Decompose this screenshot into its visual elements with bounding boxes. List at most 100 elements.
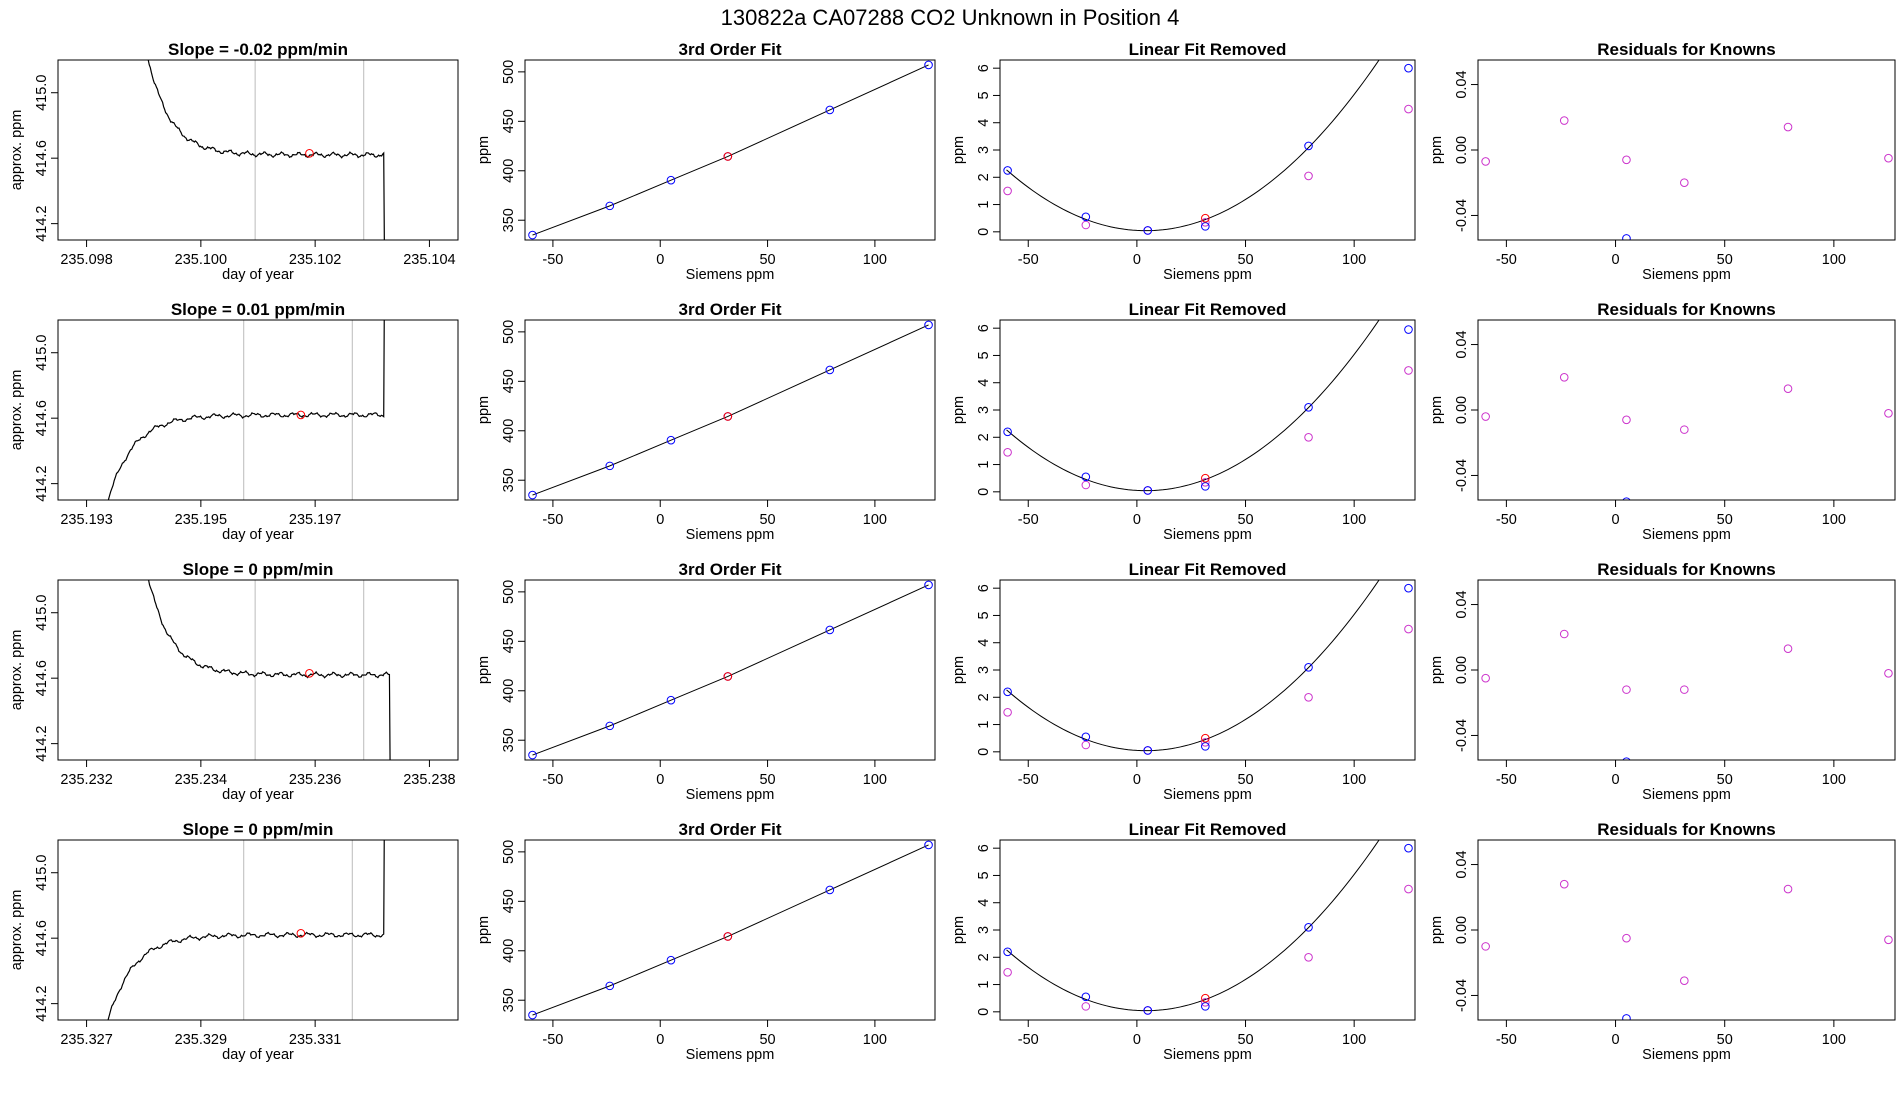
unknown-marker (305, 148, 314, 158)
y-tick-label: 414.2 (34, 985, 50, 1021)
y-tick-label: 450 (501, 629, 517, 653)
residual-point (1884, 668, 1893, 678)
y-tick-label: -0.04 (1454, 199, 1470, 232)
y-tick-label: 4 (976, 379, 992, 387)
x-tick-label: -50 (1018, 252, 1039, 268)
panel-title: Residuals for Knowns (1597, 820, 1776, 839)
known-point (924, 840, 933, 850)
y-tick-label: 500 (501, 580, 517, 604)
x-tick-label: 0 (656, 1032, 664, 1048)
y-axis-label: ppm (951, 136, 967, 164)
known-point (1304, 662, 1313, 672)
x-tick-label: 235.236 (289, 772, 341, 788)
y-axis-label: ppm (1429, 656, 1445, 684)
x-tick-label: 0 (1612, 1032, 1620, 1048)
panel-frame (524, 59, 936, 241)
x-tick-label: 235.238 (403, 772, 455, 788)
residual-point (1783, 384, 1793, 394)
known-point (666, 955, 676, 965)
residual-point (1622, 933, 1631, 943)
y-tick-label: 0.00 (1454, 136, 1470, 164)
unknown-point (1201, 213, 1210, 223)
panel-title: Slope = -0.02 ppm/min (168, 40, 348, 59)
x-tick-label: 100 (1822, 1032, 1846, 1048)
x-axis-label: Siemens ppm (1163, 527, 1252, 543)
linear-removed-point (1304, 692, 1313, 702)
x-axis-label: Siemens ppm (1642, 787, 1731, 803)
residual-point (1622, 685, 1631, 694)
plot-area (528, 60, 933, 240)
x-tick-label: 0 (1612, 512, 1620, 528)
x-tick-label: 50 (759, 252, 775, 268)
known-point (1304, 141, 1313, 151)
known-point (1081, 732, 1091, 742)
y-tick-label: -0.04 (1454, 719, 1470, 752)
y-tick-label: 0 (976, 488, 992, 496)
linear-removed-point (1404, 884, 1413, 894)
x-tick-label: 100 (1822, 512, 1846, 528)
y-axis-label: ppm (1429, 916, 1445, 944)
known-point (1081, 472, 1091, 482)
known-point (1404, 843, 1413, 853)
panel-title: Slope = 0 ppm/min (183, 820, 334, 839)
panel-row4-resid: Residuals for Knowns -50 0 50 100 -0.04 0.00 0.… (1429, 820, 1896, 1063)
x-axis-label: Siemens ppm (1642, 1047, 1731, 1063)
x-axis-label: day of year (222, 527, 294, 543)
x-tick-label: 235.197 (289, 512, 341, 528)
y-axis-label: approx. ppm (9, 110, 25, 191)
panel-frame (57, 59, 459, 241)
x-tick-label: 100 (863, 1032, 887, 1048)
plot-area (107, 320, 385, 500)
y-tick-label: 6 (976, 324, 992, 332)
fit-curve (532, 844, 929, 1016)
x-tick-label: 0 (656, 512, 664, 528)
y-tick-label: 1 (976, 201, 992, 209)
y-tick-label: 350 (501, 988, 517, 1012)
x-axis-label: Siemens ppm (686, 267, 775, 283)
y-tick-label: 3 (976, 666, 992, 674)
plot-area (1003, 840, 1413, 1015)
x-tick-label: 100 (1822, 252, 1846, 268)
x-axis-label: Siemens ppm (686, 1047, 775, 1063)
quadratic-curve (1006, 320, 1380, 492)
x-tick-label: 100 (863, 252, 887, 268)
panel-row4-linear: Linear Fit Removed -50 0 50 100 0 1 2 3 4 5 6 Siemen… (951, 820, 1416, 1063)
y-axis-label: approx. ppm (9, 370, 25, 451)
panel-frame (524, 579, 936, 761)
panel-title: Linear Fit Removed (1129, 300, 1287, 319)
y-tick-label: 0.04 (1454, 850, 1470, 878)
known-point (666, 435, 676, 445)
y-tick-label: 5 (976, 91, 992, 99)
panel-title: 3rd Order Fit (679, 40, 782, 59)
x-tick-label: 0 (1133, 252, 1141, 268)
x-tick-label: 0 (1612, 252, 1620, 268)
known-point (1404, 583, 1413, 593)
x-axis-label: day of year (222, 1047, 294, 1063)
x-tick-label: 50 (759, 1032, 775, 1048)
y-tick-label: 414.2 (34, 465, 50, 501)
y-tick-label: 400 (501, 939, 517, 963)
y-tick-label: 450 (501, 109, 517, 133)
x-tick-label: -50 (542, 512, 563, 528)
y-axis-label: ppm (1429, 396, 1445, 424)
y-tick-label: 2 (976, 173, 992, 181)
panel-frame (1477, 59, 1896, 241)
x-tick-label: 0 (656, 252, 664, 268)
panel-frame (999, 579, 1416, 761)
y-tick-label: 6 (976, 64, 992, 72)
known-point (924, 60, 933, 70)
panel-title: 3rd Order Fit (679, 820, 782, 839)
x-axis-label: Siemens ppm (1163, 787, 1252, 803)
panel-frame (57, 839, 459, 1021)
y-tick-label: 400 (501, 419, 517, 443)
panel-frame (57, 319, 459, 501)
linear-removed-point (1404, 104, 1413, 114)
x-tick-label: -50 (542, 1032, 563, 1048)
known-point (1201, 1002, 1210, 1011)
known-point (528, 490, 537, 500)
x-axis-label: Siemens ppm (686, 527, 775, 543)
known-point (924, 320, 933, 330)
x-axis-label: Siemens ppm (686, 787, 775, 803)
y-tick-label: -0.04 (1454, 979, 1470, 1012)
